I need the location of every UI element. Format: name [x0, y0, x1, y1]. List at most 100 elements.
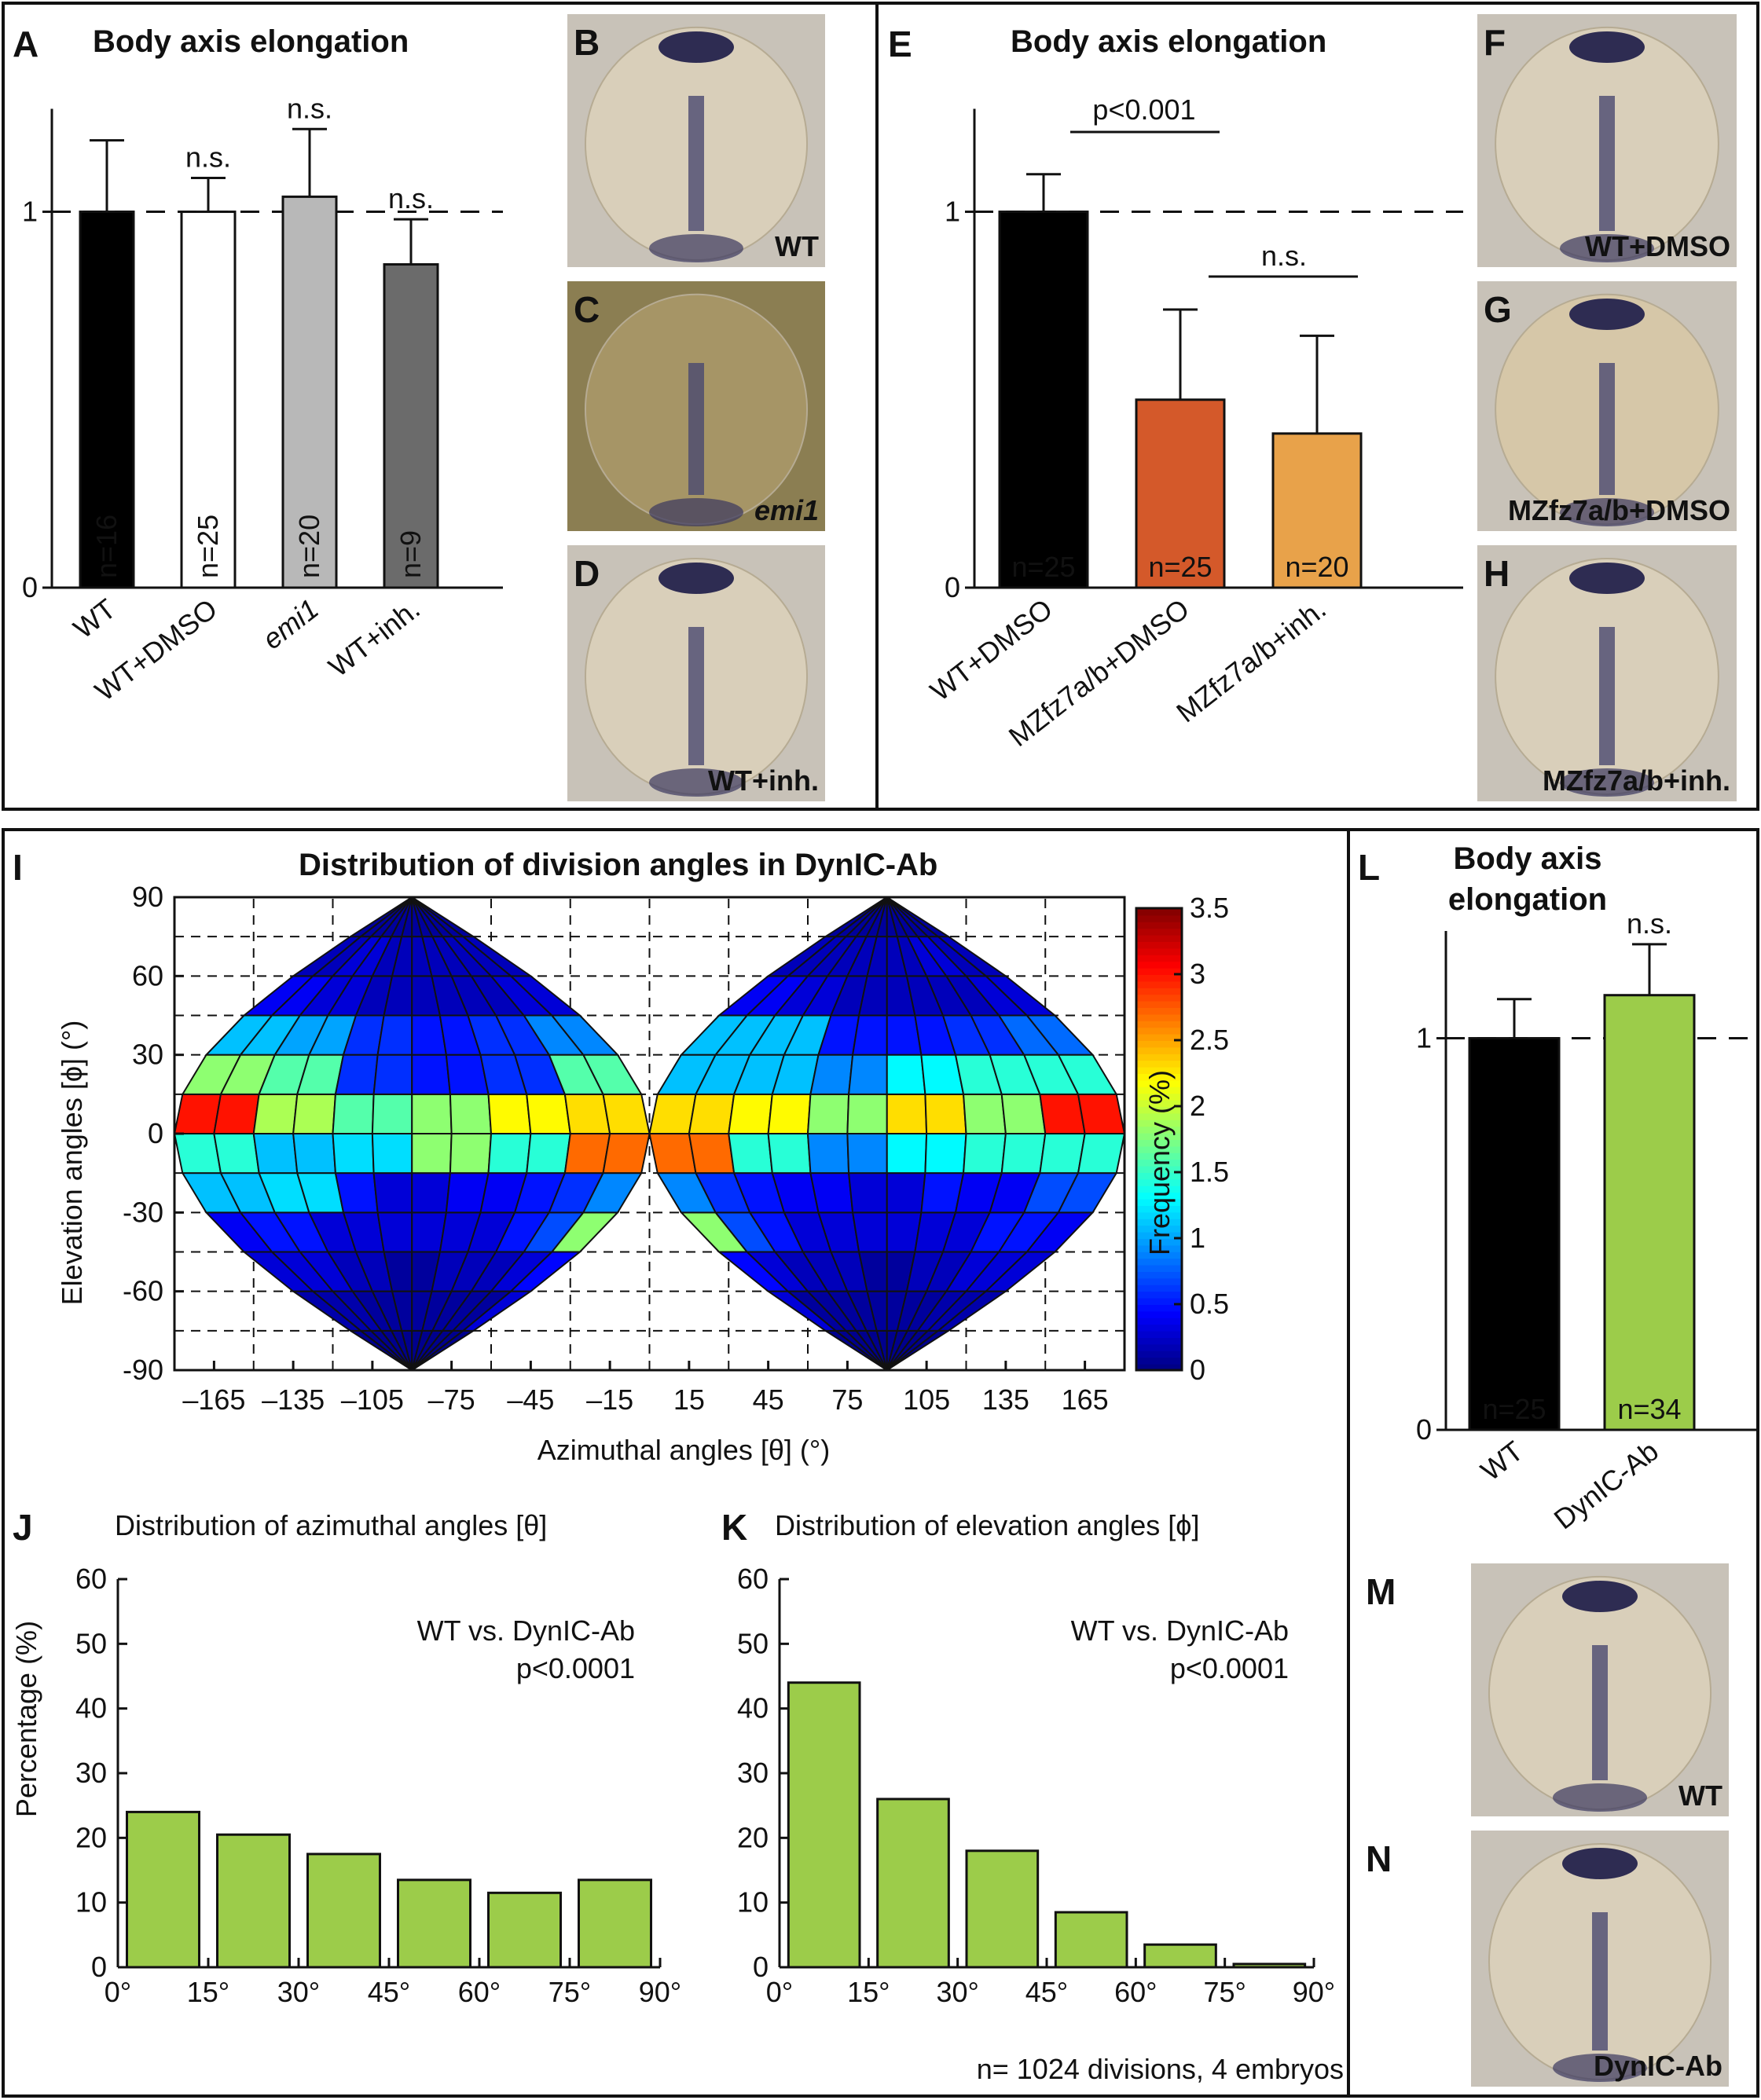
- x-tick-label: 135: [982, 1384, 1029, 1416]
- bar: [998, 211, 1089, 589]
- colorbar-segment: [1136, 1013, 1182, 1021]
- x-tick-label: 105: [903, 1384, 950, 1416]
- colorbar-segment: [1136, 1317, 1182, 1325]
- colorbar-segment: [1136, 1337, 1182, 1345]
- east-hemisphere-cell: [767, 1093, 812, 1134]
- n-label: n=20: [293, 515, 325, 578]
- panel-e: E Body axis elongation 0 1 n=25 WT+DMSO n=25…: [888, 24, 1463, 753]
- y-tick-label: 0: [22, 571, 38, 603]
- notochord-stain: [688, 627, 704, 765]
- tail-stain: [1560, 234, 1654, 262]
- east-hemisphere-cell: [809, 1172, 854, 1214]
- colorbar-segment: [1136, 961, 1182, 969]
- chart-j: 0 10 20 30 40 50 60 0° 15° 30° 45° 60° 75° 90°: [75, 1563, 681, 2008]
- east-hemisphere-cell: [1000, 1093, 1047, 1134]
- west-hemisphere-cell: [371, 1093, 413, 1134]
- panel-a: A Body axis elongation 0 1 n=16 WT n=25 n.s. W…: [13, 24, 503, 707]
- panel-letter: G: [1484, 289, 1512, 330]
- colorbar-tick-label: 0: [1190, 1354, 1205, 1386]
- panel-e-title: Body axis elongation: [1011, 24, 1326, 59]
- y-tick-label: 1: [22, 196, 38, 228]
- x-tick-label: –15: [586, 1384, 633, 1416]
- west-hemisphere-cell: [449, 1093, 493, 1134]
- bar: [1468, 1037, 1561, 1431]
- n-label: n=9: [394, 530, 427, 578]
- colorbar-segment: [1136, 934, 1182, 942]
- x-tick-label: 165: [1062, 1384, 1109, 1416]
- colorbar-segment: [1136, 1291, 1182, 1299]
- west-hemisphere-cell: [602, 1133, 651, 1175]
- embryo-caption: MZfz7a/b+inh.: [1543, 764, 1730, 797]
- west-hemisphere-cell: [332, 1093, 375, 1134]
- colorbar-segment: [1136, 1343, 1182, 1351]
- x-tick-label: –105: [341, 1384, 404, 1416]
- panel-l-title-2: elongation: [1448, 882, 1607, 917]
- histogram-bar: [578, 1878, 652, 1969]
- west-hemisphere-cell: [376, 1211, 413, 1253]
- y-tick-label: 1: [945, 196, 960, 228]
- east-hemisphere-cell: [648, 1093, 697, 1134]
- y-tick-label: 50: [75, 1627, 107, 1659]
- colorbar-segment: [1136, 954, 1182, 962]
- bar: [1135, 398, 1226, 589]
- y-tick-label: -90: [123, 1354, 163, 1386]
- west-hemisphere-cell: [372, 1172, 413, 1214]
- panel-letter: M: [1366, 1571, 1396, 1612]
- colorbar-segment: [1136, 1244, 1182, 1252]
- west-hemisphere-cell: [334, 1172, 379, 1214]
- x-tick-label: 90°: [639, 1976, 681, 2008]
- category-label: MZfz7a/b+inh.: [1170, 592, 1332, 728]
- west-hemisphere-cell: [213, 1093, 260, 1134]
- head-stain: [1562, 1581, 1638, 1612]
- y-tick-label: 60: [132, 959, 163, 991]
- sig-label-ns: n.s.: [1261, 240, 1307, 272]
- panel-l-title-1: Body axis: [1454, 841, 1602, 876]
- east-hemisphere-cell: [688, 1093, 736, 1134]
- west-hemisphere-cell: [411, 1133, 453, 1175]
- colorbar-segment: [1136, 1264, 1182, 1272]
- x-tick-label: 0°: [105, 1976, 131, 2008]
- east-hemisphere-cell: [846, 1093, 888, 1134]
- colorbar-segment: [1136, 974, 1182, 982]
- significance-label: n.s.: [388, 182, 434, 214]
- panel-l: L Body axis elongation 0 1 n=25 WT n=34 n.s. D…: [1358, 841, 1757, 1535]
- panel-j-title: Distribution of azimuthal angles [θ]: [115, 1509, 547, 1541]
- y-tick-label: 0: [753, 1951, 769, 1983]
- east-hemisphere-cell: [767, 1133, 812, 1175]
- colorbar-segment: [1136, 1007, 1182, 1015]
- panel-j-annot-1: WT vs. DynIC-Ab: [417, 1614, 635, 1647]
- colorbar-segment: [1136, 1093, 1182, 1101]
- colorbar-segment: [1136, 1324, 1182, 1332]
- east-hemisphere-cell: [806, 1093, 850, 1134]
- colorbar-segment: [1136, 1106, 1182, 1114]
- east-hemisphere-cell: [1039, 1093, 1086, 1134]
- n-label: n=16: [90, 515, 123, 578]
- sig-label-pvalue: p<0.001: [1092, 93, 1195, 126]
- colorbar-segment: [1136, 987, 1182, 995]
- panel-k-annot-2: p<0.0001: [1170, 1652, 1289, 1684]
- x-tick-label: 45: [753, 1384, 784, 1416]
- colorbar-segment: [1136, 1304, 1182, 1312]
- panel-i-letter: I: [13, 847, 23, 888]
- panel-a-title: Body axis elongation: [93, 24, 409, 59]
- embryo-caption: WT: [775, 230, 819, 262]
- colorbar-tick-label: 2.5: [1190, 1024, 1229, 1056]
- chart-k: 0 10 20 30 40 50 60 0° 15° 30° 45° 60° 75° 90°: [737, 1563, 1335, 2008]
- colorbar-segment: [1136, 1310, 1182, 1318]
- west-hemisphere-cell: [487, 1093, 532, 1134]
- colorbar-segment: [1136, 908, 1182, 916]
- x-tick-label: –165: [182, 1384, 245, 1416]
- y-tick-label: 90: [132, 881, 163, 913]
- west-hemisphere-cell: [411, 1172, 452, 1214]
- tail-stain: [649, 498, 743, 526]
- n-label: n=25: [1011, 551, 1075, 583]
- embryo-caption: emi1: [754, 494, 819, 526]
- west-hemisphere-cell: [411, 1054, 452, 1095]
- panel-letter: N: [1366, 1838, 1392, 1879]
- x-tick-label: 75°: [548, 1976, 591, 2008]
- west-hemisphere-cell: [292, 1133, 337, 1175]
- n-label: n=20: [1285, 551, 1348, 583]
- notochord-stain: [1592, 1912, 1608, 2051]
- x-tick-label: –75: [428, 1384, 475, 1416]
- y-tick-label: 50: [737, 1627, 769, 1659]
